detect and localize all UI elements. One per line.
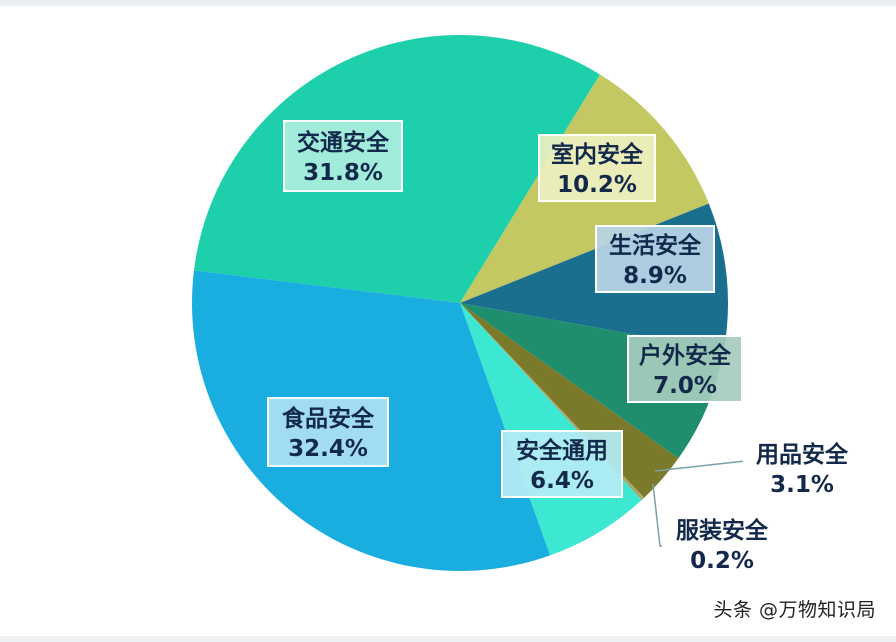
slice-category-label: 交通安全 bbox=[297, 129, 390, 156]
slice-label: 室内安全 10.2% bbox=[538, 134, 656, 202]
slice-label-box bbox=[267, 397, 389, 467]
slice-category-label: 生活安全 bbox=[609, 232, 702, 259]
slice-value-label: 10.2% bbox=[557, 172, 637, 198]
slice-value-label: 31.8% bbox=[303, 160, 383, 186]
slice-value-label: 8.9% bbox=[623, 263, 687, 289]
slice-label: 食品安全 32.4% bbox=[267, 397, 389, 467]
slice-label: 安全通用 6.4% bbox=[501, 430, 623, 498]
slice-label-box bbox=[627, 335, 743, 403]
slice-label-box bbox=[538, 134, 656, 202]
slice-value-label: 7.0% bbox=[653, 373, 717, 399]
slice-value-label: 3.1% bbox=[770, 472, 834, 498]
slice-category-label: 户外安全 bbox=[639, 342, 732, 369]
slice-label-box bbox=[501, 430, 623, 498]
watermark: 头条 @万物知识局 bbox=[713, 599, 876, 621]
slice-label: 服装安全 0.2% bbox=[662, 511, 782, 577]
slice-value-label: 32.4% bbox=[288, 436, 368, 462]
slice-label: 用品安全 3.1% bbox=[743, 435, 861, 501]
slice-category-label: 室内安全 bbox=[551, 141, 644, 168]
leader-line bbox=[654, 460, 746, 472]
slice-value-label: 0.2% bbox=[690, 548, 754, 574]
slice-label-box bbox=[595, 225, 715, 293]
slice-category-label: 安全通用 bbox=[516, 437, 608, 464]
slice-category-label: 用品安全 bbox=[756, 441, 849, 468]
pie-slice bbox=[460, 303, 679, 498]
slice-label: 生活安全 8.9% bbox=[595, 225, 715, 293]
slice-label-box bbox=[662, 511, 782, 577]
slice-category-label: 服装安全 bbox=[676, 517, 769, 544]
slice-label-box bbox=[743, 435, 861, 501]
slice-value-label: 6.4% bbox=[530, 468, 594, 494]
pie-chart: 交通安全 31.8% 室内安全 10.2% 生活安全 8.9% 户外安全 7.0% 用品安全 3.… bbox=[191, 35, 861, 577]
slice-label: 交通安全 31.8% bbox=[283, 120, 403, 192]
slice-label-box bbox=[283, 120, 403, 192]
slice-label: 户外安全 7.0% bbox=[627, 335, 743, 403]
slice-category-label: 食品安全 bbox=[282, 405, 375, 432]
